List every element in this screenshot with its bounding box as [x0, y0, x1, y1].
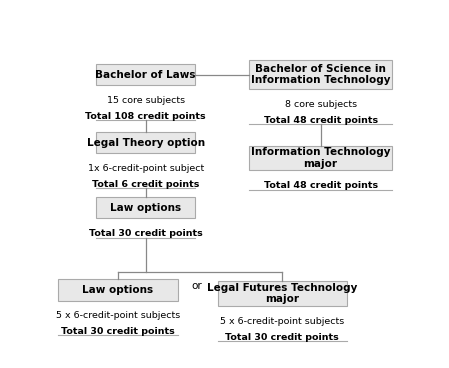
- Text: Total 48 credit points: Total 48 credit points: [264, 181, 378, 190]
- Text: Legal Theory option: Legal Theory option: [87, 138, 205, 148]
- Text: or: or: [192, 282, 202, 291]
- FancyBboxPatch shape: [218, 281, 347, 306]
- Text: Total 108 credit points: Total 108 credit points: [85, 112, 206, 121]
- FancyBboxPatch shape: [249, 146, 392, 170]
- Text: Total 6 credit points: Total 6 credit points: [92, 180, 199, 189]
- Text: Bachelor of Science in
Information Technology: Bachelor of Science in Information Techn…: [251, 64, 390, 85]
- Text: 5 x 6-credit-point subjects: 5 x 6-credit-point subjects: [56, 311, 180, 321]
- Text: 15 core subjects: 15 core subjects: [107, 96, 185, 105]
- FancyBboxPatch shape: [96, 132, 195, 153]
- Text: 1x 6-credit-point subject: 1x 6-credit-point subject: [88, 164, 204, 173]
- Text: Total 30 credit points: Total 30 credit points: [89, 229, 202, 238]
- Text: 8 core subjects: 8 core subjects: [285, 100, 357, 109]
- Text: Total 48 credit points: Total 48 credit points: [264, 116, 378, 125]
- FancyBboxPatch shape: [58, 279, 178, 301]
- FancyBboxPatch shape: [249, 60, 392, 89]
- Text: Bachelor of Laws: Bachelor of Laws: [96, 70, 196, 79]
- Text: Legal Futures Technology
major: Legal Futures Technology major: [207, 283, 357, 304]
- Text: Information Technology
major: Information Technology major: [251, 148, 390, 169]
- Text: 5 x 6-credit-point subjects: 5 x 6-credit-point subjects: [220, 317, 344, 326]
- Text: Law options: Law options: [110, 203, 181, 213]
- Text: Law options: Law options: [82, 285, 154, 295]
- FancyBboxPatch shape: [96, 197, 195, 219]
- Text: Total 30 credit points: Total 30 credit points: [61, 327, 175, 336]
- FancyBboxPatch shape: [96, 64, 195, 85]
- Text: Total 30 credit points: Total 30 credit points: [225, 333, 339, 342]
